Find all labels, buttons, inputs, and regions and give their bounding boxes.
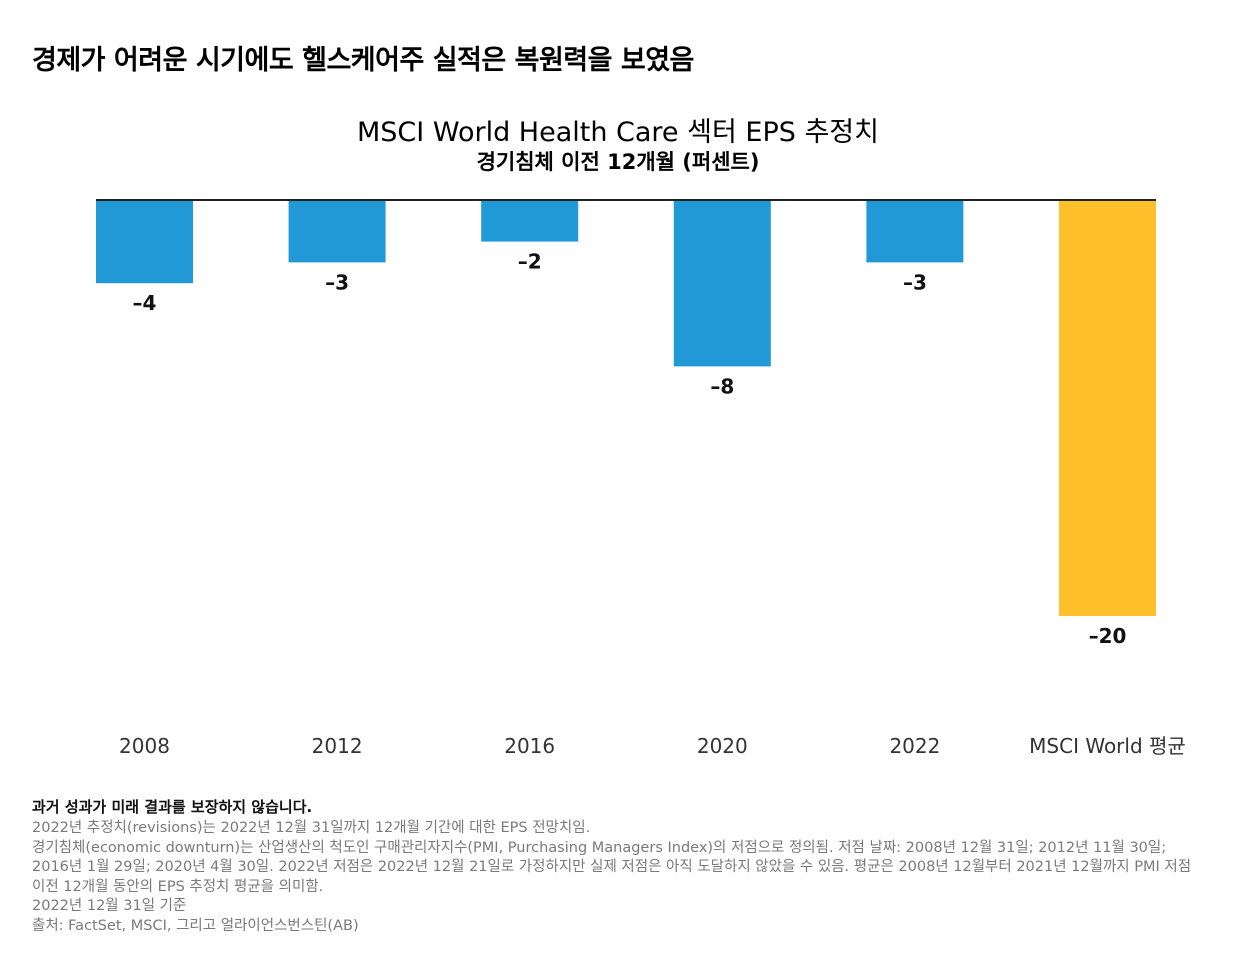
footnotes: 과거 성과가 미래 결과를 보장하지 않습니다. 2022년 추정치(revis…	[32, 796, 1202, 936]
footnote-revisions: 2022년 추정치(revisions)는 2022년 12월 31일까지 12…	[32, 820, 591, 836]
category-label-5: MSCI World 평균	[1029, 734, 1186, 758]
chart-title: MSCI World Health Care 섹터 EPS 추정치	[357, 117, 879, 148]
bar-2	[481, 200, 579, 242]
data-label-1: –3	[325, 270, 349, 294]
category-label-2: 2016	[504, 734, 555, 758]
data-label-3: –8	[710, 374, 734, 398]
category-label-1: 2012	[312, 734, 363, 758]
data-label-2: –2	[518, 250, 542, 274]
chart-subtitle: 경기침체 이전 12개월 (퍼센트)	[476, 150, 760, 174]
disclaimer: 과거 성과가 미래 결과를 보장하지 않습니다.	[32, 798, 313, 816]
footnote-downturn-definition: 경기침체(economic downturn)는 산업생산의 척도인 구매관리자…	[32, 839, 1192, 895]
bar-4	[866, 200, 964, 263]
bar-1	[288, 200, 386, 263]
category-label-3: 2020	[697, 734, 748, 758]
bar-3	[673, 200, 771, 367]
headline: 경제가 어려운 시기에도 헬스케어주 실적은 복원력을 보였음	[32, 45, 694, 76]
data-label-5: –20	[1089, 624, 1127, 648]
footnote-source: 출처: FactSet, MSCI, 그리고 얼라이언스번스틴(AB)	[32, 917, 359, 934]
data-label-0: –4	[133, 291, 157, 315]
footnote-as-of-date: 2022년 12월 31일 기준	[32, 898, 187, 914]
data-label-4: –3	[903, 270, 927, 294]
bar-0	[96, 200, 193, 284]
bar-chart: –4 2008 –3 2012 –2 2016 –8 2020 –3 2022 –20 MSCI Wo…	[96, 199, 1186, 758]
bar-5	[1059, 200, 1156, 616]
category-label-0: 2008	[119, 734, 170, 758]
category-label-4: 2022	[889, 734, 940, 758]
